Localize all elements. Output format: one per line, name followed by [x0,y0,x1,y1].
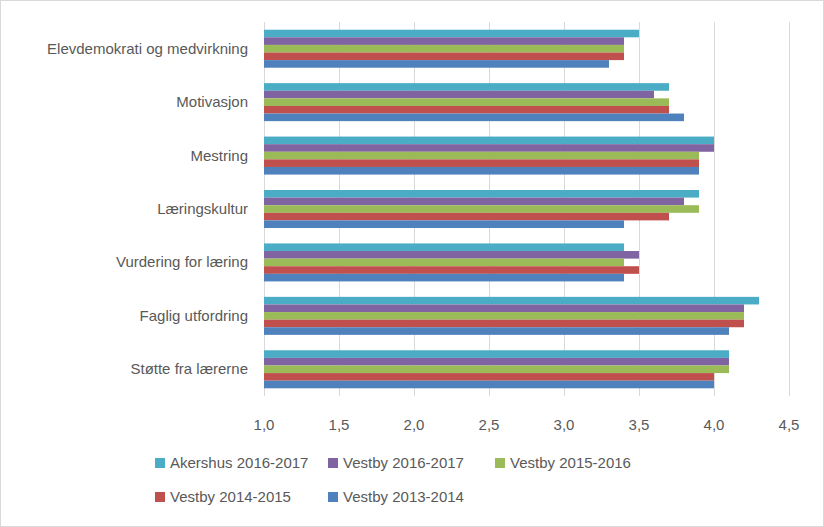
bar [264,304,744,312]
chart-border [1,1,824,527]
bar [264,373,714,381]
category-label: Faglig utfordring [140,307,248,324]
bar [264,312,744,320]
tick-label: 3,5 [629,416,650,433]
bar [264,365,729,373]
category-label: Støtte fra lærerne [130,360,248,377]
tick-label: 1,5 [329,416,350,433]
bar [264,137,714,145]
bar [264,144,714,152]
legend-swatch [328,458,338,468]
bar [264,220,624,228]
bar [264,91,654,99]
legend-swatch [155,458,165,468]
category-label: Elevdemokrati og medvirkning [47,40,248,57]
chart: 1,0 1,5 2,0 2,5 3,0 3,5 4,0 4,5 Elevdemokrati og… [0,0,824,527]
legend-swatch [155,492,165,502]
legend-label: Akershus 2016-2017 [170,454,308,471]
category-label: Læringskultur [157,200,248,217]
bar [264,83,669,91]
bar [264,274,624,282]
legend-swatch [495,458,505,468]
bar [264,251,639,259]
grid-line [789,22,790,396]
category-label: Motivasjon [176,93,248,110]
tick-label: 4,0 [704,416,725,433]
category-label: Vurdering for læring [116,253,248,270]
bar [264,60,609,68]
tick-label: 4,5 [779,416,800,433]
bar [264,205,699,213]
bar [264,190,699,198]
bar [264,53,624,61]
bar [264,320,744,328]
bar [264,98,669,106]
bar [264,358,729,366]
legend-label: Vestby 2013-2014 [343,488,464,505]
legend-label: Vestby 2015-2016 [510,454,631,471]
bar [264,106,669,114]
grid-line [714,22,715,396]
category-label: Mestring [190,147,248,164]
bar [264,167,699,175]
bar [264,213,669,221]
legend-swatch [328,492,338,502]
bar [264,266,639,274]
bar [264,350,729,358]
bar [264,381,714,389]
bar [264,259,624,267]
bars [264,30,759,389]
bar [264,45,624,53]
bar [264,243,624,251]
bar [264,159,699,167]
tick-label: 2,0 [404,416,425,433]
legend-label: Vestby 2014-2015 [170,488,291,505]
tick-label: 3,0 [554,416,575,433]
legend-label: Vestby 2016-2017 [343,454,464,471]
bar [264,327,729,335]
tick-label: 1,0 [254,416,275,433]
bar [264,198,684,206]
bar [264,152,699,160]
bar [264,37,624,45]
tick-label: 2,5 [479,416,500,433]
bar [264,114,684,122]
bar [264,30,639,38]
bar [264,297,759,305]
